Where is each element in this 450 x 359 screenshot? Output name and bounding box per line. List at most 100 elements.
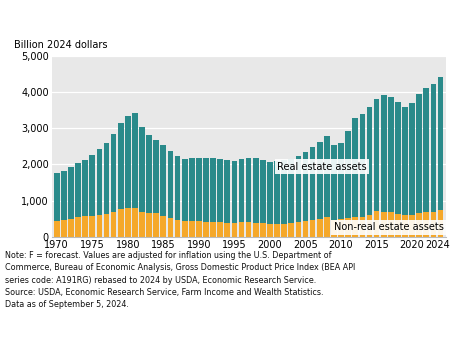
Bar	[225, 160, 230, 223]
Bar	[125, 116, 130, 208]
Bar	[246, 223, 252, 237]
Bar	[360, 216, 365, 237]
Bar	[246, 158, 252, 223]
Bar	[331, 220, 337, 237]
Bar	[68, 167, 74, 219]
Bar	[153, 213, 159, 237]
Bar	[260, 223, 265, 237]
Text: Real estate assets: Real estate assets	[277, 162, 367, 172]
Bar	[210, 222, 216, 237]
Bar	[104, 214, 109, 237]
Bar	[303, 221, 308, 237]
Bar	[360, 114, 365, 216]
Bar	[274, 161, 280, 224]
Bar	[423, 88, 429, 212]
Bar	[374, 211, 379, 237]
Bar	[402, 215, 408, 237]
Bar	[317, 219, 323, 237]
Bar	[352, 217, 358, 237]
Bar	[345, 131, 351, 218]
Bar	[381, 95, 387, 211]
Bar	[61, 171, 67, 220]
Bar	[395, 214, 400, 237]
Bar	[217, 159, 223, 223]
Bar	[196, 158, 202, 222]
Bar	[423, 212, 429, 237]
Bar	[267, 162, 273, 224]
Bar	[90, 216, 95, 237]
Bar	[310, 220, 315, 237]
Bar	[161, 145, 166, 216]
Bar	[310, 147, 315, 220]
Bar	[182, 221, 188, 237]
Bar	[111, 212, 117, 237]
Bar	[167, 218, 173, 237]
Bar	[288, 223, 294, 237]
Bar	[175, 157, 180, 220]
Bar	[189, 221, 194, 237]
Bar	[416, 213, 422, 237]
Bar	[352, 118, 358, 217]
Bar	[175, 220, 180, 237]
Bar	[374, 99, 379, 211]
Bar	[118, 209, 124, 237]
Bar	[331, 145, 337, 220]
Bar	[196, 222, 202, 237]
Bar	[416, 94, 422, 213]
Bar	[189, 158, 194, 221]
Bar	[367, 215, 372, 237]
Bar	[97, 149, 102, 215]
Bar	[82, 160, 88, 216]
Bar	[238, 159, 244, 223]
Bar	[139, 211, 145, 237]
Bar	[431, 211, 436, 237]
Text: U.S. farm sector assets, inflation adjusted, 1970–2024F: U.S. farm sector assets, inflation adjus…	[5, 17, 422, 30]
Bar	[438, 210, 443, 237]
Bar	[203, 222, 209, 237]
Bar	[75, 217, 81, 237]
Bar	[161, 216, 166, 237]
Bar	[324, 217, 330, 237]
Bar	[90, 155, 95, 216]
Bar	[54, 173, 59, 221]
Bar	[82, 216, 88, 237]
Bar	[210, 158, 216, 222]
Bar	[97, 215, 102, 237]
Bar	[132, 208, 138, 237]
Bar	[288, 159, 294, 223]
Bar	[260, 160, 265, 223]
Bar	[296, 157, 301, 222]
Bar	[253, 223, 259, 237]
Text: Non-real estate assets: Non-real estate assets	[334, 222, 444, 232]
Bar	[388, 97, 394, 212]
Bar	[217, 223, 223, 237]
Bar	[303, 152, 308, 221]
Bar	[182, 159, 188, 221]
Bar	[395, 102, 400, 214]
Bar	[438, 78, 443, 210]
Bar	[75, 163, 81, 217]
Bar	[338, 143, 344, 219]
Bar	[281, 224, 287, 237]
Bar	[146, 213, 152, 237]
Bar	[409, 215, 415, 237]
Bar	[68, 219, 74, 237]
Bar	[104, 143, 109, 214]
Text: Note: F = forecast. Values are adjusted for inflation using the U.S. Department : Note: F = forecast. Values are adjusted …	[5, 251, 356, 309]
Bar	[232, 161, 237, 223]
Bar	[139, 127, 145, 211]
Bar	[238, 223, 244, 237]
Bar	[388, 212, 394, 237]
Bar	[54, 221, 59, 237]
Bar	[111, 134, 117, 212]
Bar	[253, 158, 259, 223]
Bar	[146, 135, 152, 213]
Text: Billion 2024 dollars: Billion 2024 dollars	[14, 40, 108, 50]
Bar	[317, 142, 323, 219]
Bar	[225, 223, 230, 237]
Bar	[118, 123, 124, 209]
Bar	[431, 84, 436, 211]
Bar	[338, 219, 344, 237]
Bar	[274, 224, 280, 237]
Bar	[381, 211, 387, 237]
